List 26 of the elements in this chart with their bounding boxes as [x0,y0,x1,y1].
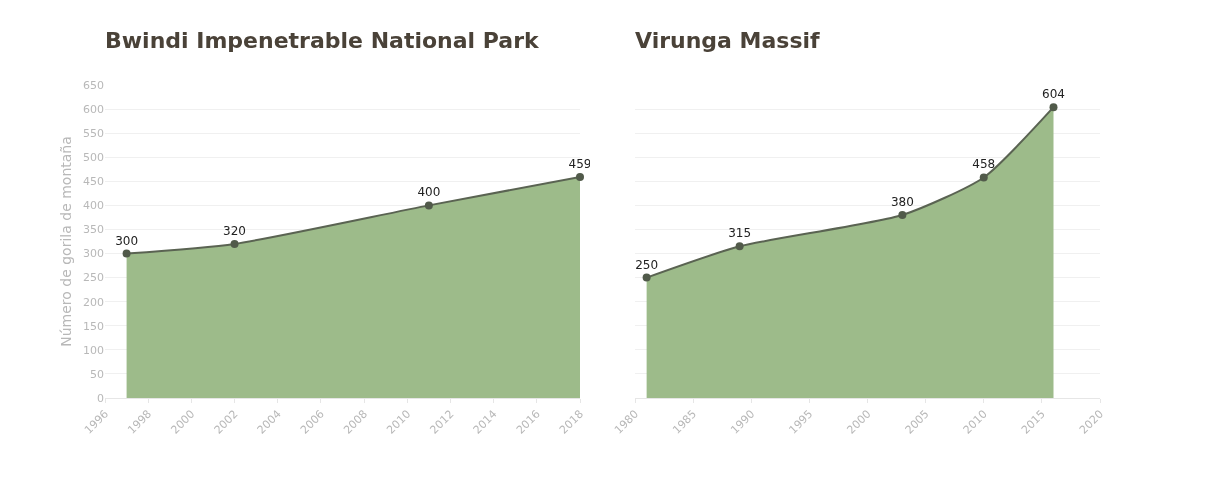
y-tick-label: 650 [83,78,104,92]
data-label: 250 [635,257,659,272]
chart-title: Bwindi Impenetrable National Park [105,28,541,54]
y-tick-label: 600 [83,102,104,116]
data-label: 380 [890,195,914,210]
y-tick-label: 450 [83,175,104,189]
data-label: 400 [417,185,441,200]
y-tick-label: 100 [83,343,104,357]
y-tick-label: 0 [97,391,104,405]
data-label: 320 [223,223,246,238]
y-tick-label: 250 [83,271,104,285]
chart-title: Virunga Massif [635,28,821,54]
y-tick-label: 400 [83,199,104,213]
data-label: 300 [115,233,139,248]
data-label: 604 [1042,87,1065,102]
y-tick-label: 200 [83,295,104,309]
y-tick-label: 350 [83,223,104,237]
y-tick-label: 500 [83,151,104,165]
data-label: 458 [972,157,996,172]
y-axis-title: Número de gorila de montaña [57,136,74,347]
y-tick-label: 550 [83,127,104,140]
data-label: 315 [728,226,752,241]
y-tick-label: 50 [90,367,104,381]
y-tick-label: 150 [83,319,104,333]
y-tick-label: 300 [83,247,104,261]
data-label: 459 [568,156,592,171]
